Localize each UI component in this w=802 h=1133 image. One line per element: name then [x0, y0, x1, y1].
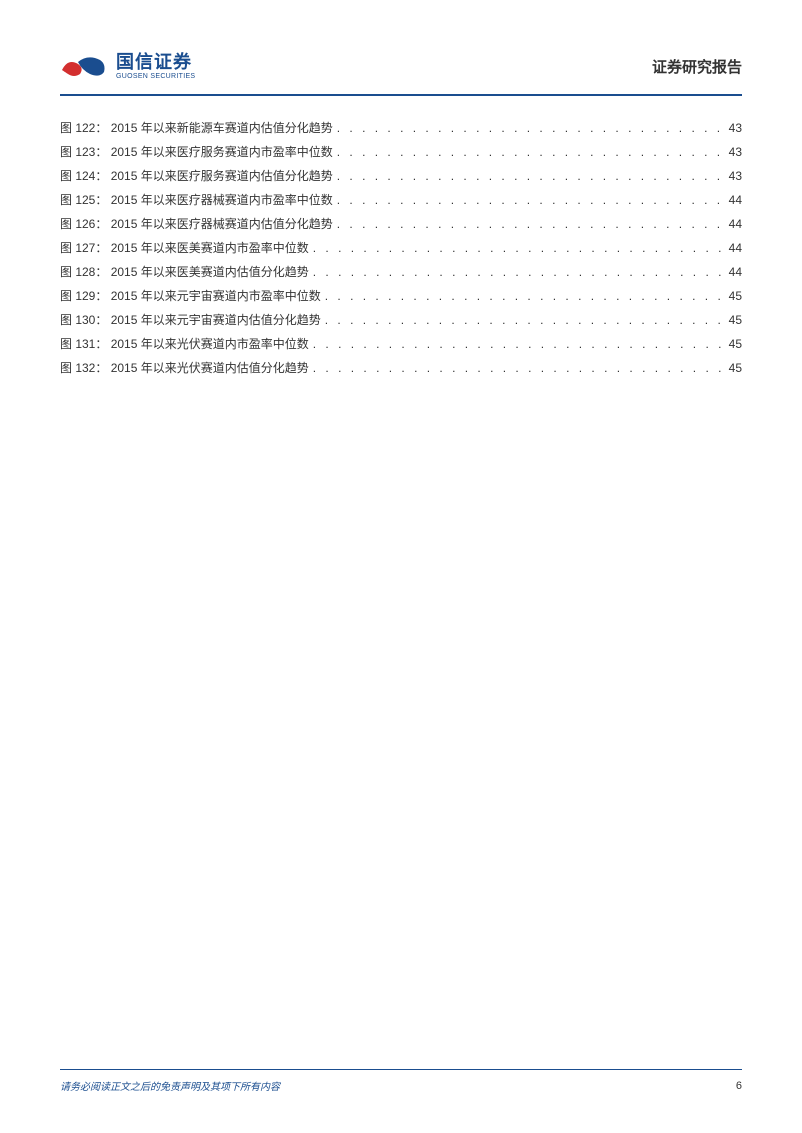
report-title: 证券研究报告 [652, 56, 742, 77]
page-number: 6 [736, 1080, 742, 1092]
toc-entry-page: 45 [729, 308, 742, 332]
toc-entry-label: 图 128： 2015 年以来医美赛道内估值分化趋势 [60, 260, 309, 284]
toc-dots [337, 212, 725, 236]
toc-entry: 图 127： 2015 年以来医美赛道内市盈率中位数 44 [60, 236, 742, 260]
toc-entry-label: 图 123： 2015 年以来医疗服务赛道内市盈率中位数 [60, 140, 333, 164]
logo-english: GUOSEN SECURITIES [116, 73, 195, 80]
toc-entry-page: 45 [729, 332, 742, 356]
toc-entry-page: 44 [729, 212, 742, 236]
toc-dots [313, 236, 725, 260]
logo-chinese: 国信证券 [116, 53, 195, 71]
disclaimer-text: 请务必阅读正文之后的免责声明及其项下所有内容 [60, 1078, 280, 1093]
toc-entry-page: 44 [729, 260, 742, 284]
toc-entry-label: 图 132： 2015 年以来光伏赛道内估值分化趋势 [60, 356, 309, 380]
toc-entry: 图 124： 2015 年以来医疗服务赛道内估值分化趋势 43 [60, 164, 742, 188]
toc-entry: 图 130： 2015 年以来元宇宙赛道内估值分化趋势 45 [60, 308, 742, 332]
toc-entry: 图 128： 2015 年以来医美赛道内估值分化趋势 44 [60, 260, 742, 284]
toc-entry-label: 图 130： 2015 年以来元宇宙赛道内估值分化趋势 [60, 308, 321, 332]
toc-entry-page: 45 [729, 284, 742, 308]
toc-entry-page: 43 [729, 116, 742, 140]
toc-entry: 图 122： 2015 年以来新能源车赛道内估值分化趋势 43 [60, 116, 742, 140]
toc-dots [313, 332, 725, 356]
toc-dots [337, 164, 725, 188]
toc-entry: 图 132： 2015 年以来光伏赛道内估值分化趋势 45 [60, 356, 742, 380]
toc-entry-page: 43 [729, 164, 742, 188]
toc-dots [325, 308, 725, 332]
toc-dots [337, 140, 725, 164]
toc-entry: 图 123： 2015 年以来医疗服务赛道内市盈率中位数 43 [60, 140, 742, 164]
toc-entry-label: 图 124： 2015 年以来医疗服务赛道内估值分化趋势 [60, 164, 333, 188]
toc-dots [313, 356, 725, 380]
logo-area: 国信证券 GUOSEN SECURITIES [60, 50, 195, 82]
toc-entry: 图 131： 2015 年以来光伏赛道内市盈率中位数 45 [60, 332, 742, 356]
toc-dots [337, 188, 725, 212]
toc-entry-label: 图 127： 2015 年以来医美赛道内市盈率中位数 [60, 236, 309, 260]
toc-entry: 图 125： 2015 年以来医疗器械赛道内市盈率中位数 44 [60, 188, 742, 212]
toc-entry-label: 图 129： 2015 年以来元宇宙赛道内市盈率中位数 [60, 284, 321, 308]
toc-entry-label: 图 125： 2015 年以来医疗器械赛道内市盈率中位数 [60, 188, 333, 212]
toc-dots [325, 284, 725, 308]
toc-entry-page: 45 [729, 356, 742, 380]
toc-entry: 图 129： 2015 年以来元宇宙赛道内市盈率中位数 45 [60, 284, 742, 308]
table-of-contents: 图 122： 2015 年以来新能源车赛道内估值分化趋势43图 123： 201… [60, 116, 742, 1069]
toc-dots [337, 116, 725, 140]
logo-text: 国信证券 GUOSEN SECURITIES [116, 53, 195, 80]
guosen-logo-icon [60, 50, 108, 82]
toc-entry-page: 44 [729, 188, 742, 212]
toc-entry: 图 126： 2015 年以来医疗器械赛道内估值分化趋势 44 [60, 212, 742, 236]
toc-entry-label: 图 131： 2015 年以来光伏赛道内市盈率中位数 [60, 332, 309, 356]
toc-entry-label: 图 126： 2015 年以来医疗器械赛道内估值分化趋势 [60, 212, 333, 236]
page-footer: 请务必阅读正文之后的免责声明及其项下所有内容 6 [60, 1069, 742, 1093]
toc-entry-page: 43 [729, 140, 742, 164]
toc-entry-label: 图 122： 2015 年以来新能源车赛道内估值分化趋势 [60, 116, 333, 140]
toc-entry-page: 44 [729, 236, 742, 260]
document-page: 国信证券 GUOSEN SECURITIES 证券研究报告 图 122： 201… [0, 0, 802, 1133]
toc-dots [313, 260, 725, 284]
page-header: 国信证券 GUOSEN SECURITIES 证券研究报告 [60, 50, 742, 96]
